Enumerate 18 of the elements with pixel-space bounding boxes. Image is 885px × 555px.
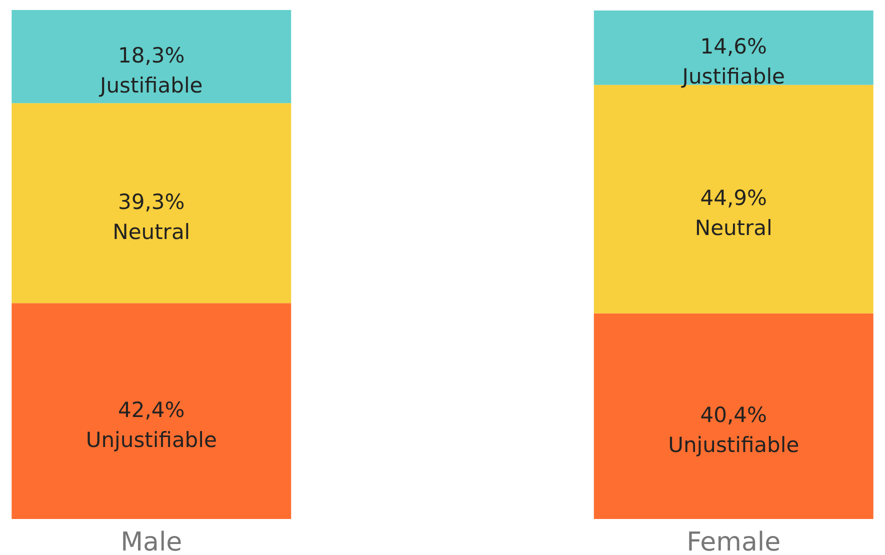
bar — [12, 303, 292, 519]
series-label: Neutral — [112, 220, 190, 244]
bar — [12, 10, 292, 104]
text: Justifiable — [100, 74, 203, 98]
data-label: 18,3% — [118, 44, 185, 68]
data-label: 40,4% — [700, 403, 767, 428]
data-label: 39,3% — [118, 190, 185, 214]
series-label: Justifiable — [680, 64, 785, 89]
series-label: Unjustifiable — [668, 433, 800, 458]
text: Neutral — [694, 216, 772, 240]
data-label: 42,4% — [118, 398, 185, 422]
x-tick-label: Male — [120, 528, 182, 555]
x-tick-label: Female — [686, 528, 781, 555]
data-label: 44,9% — [700, 186, 767, 210]
text: Unjustifiable — [86, 428, 217, 452]
bar — [594, 313, 874, 519]
bar — [12, 103, 292, 304]
data-label: 14,6% — [700, 34, 767, 59]
